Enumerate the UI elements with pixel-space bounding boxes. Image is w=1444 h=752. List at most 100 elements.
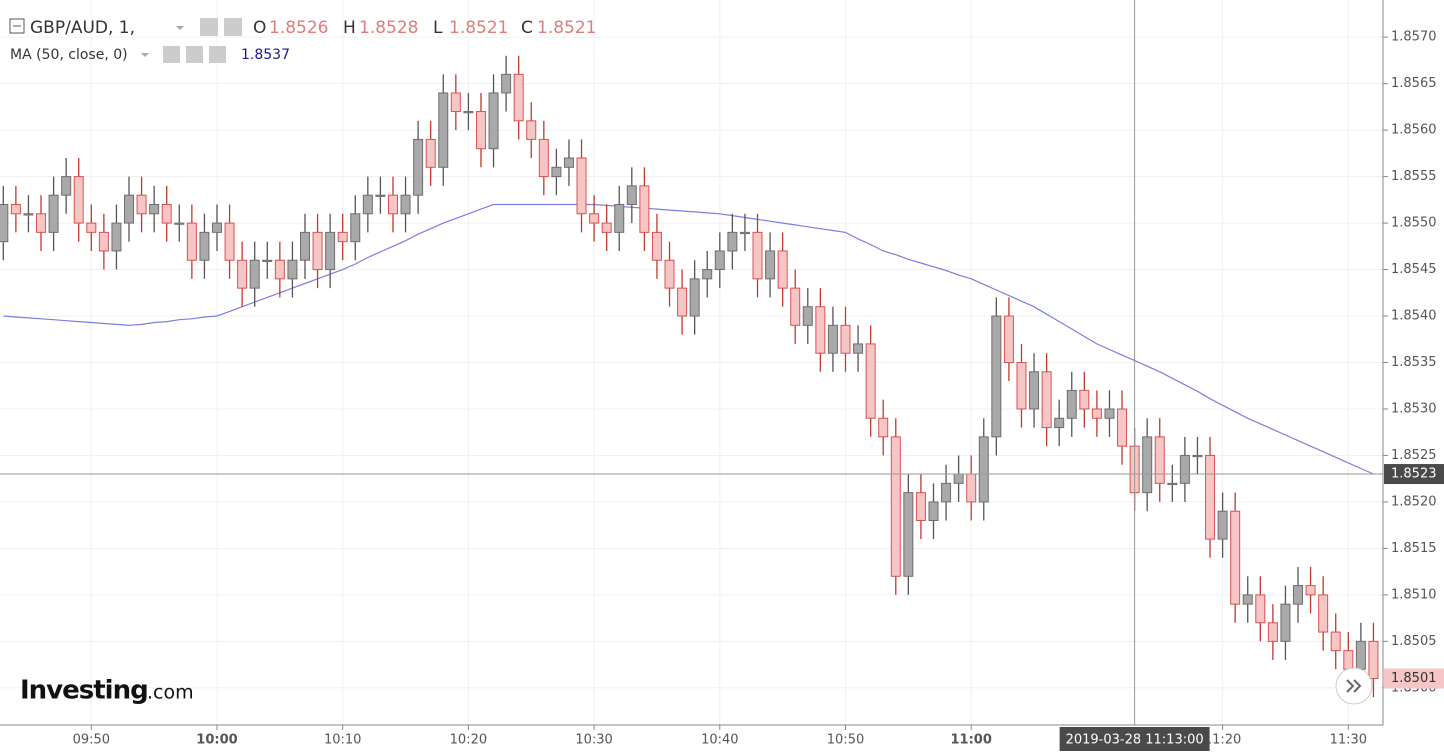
candle-body (1104, 408, 1115, 419)
candle-body (651, 231, 662, 261)
candle-body (790, 287, 801, 326)
candle-body (802, 306, 813, 326)
candle-body (689, 278, 700, 317)
candle-body (677, 287, 688, 317)
candle-body (1041, 371, 1052, 429)
dropdown[interactable] (141, 53, 149, 57)
ohlc-label: C (521, 18, 533, 38)
candle-body (878, 417, 889, 438)
y-tick-label: 1.8545 (1391, 262, 1437, 277)
candle-body (1117, 408, 1128, 447)
x-tick-label: 10:40 (701, 733, 738, 748)
candle-body (124, 194, 135, 224)
candle-body (1368, 640, 1379, 680)
candle-body (1142, 436, 1153, 494)
x-tick-label: 11:20 (1204, 733, 1241, 748)
candle-body (601, 222, 612, 233)
candle-body (1066, 389, 1077, 419)
axes: 1.85001.85051.85101.85151.85201.85251.85… (73, 30, 1444, 751)
candle-body (438, 92, 449, 168)
candle-body (1003, 315, 1014, 363)
candle-body (513, 73, 524, 122)
last-price: 1.8501 (1391, 671, 1437, 686)
candle-body (727, 231, 738, 252)
candle-body (589, 213, 600, 224)
candle-body (0, 203, 9, 243)
y-tick-label: 1.8505 (1391, 634, 1437, 649)
crosshair-time: 2019-03-28 11:13:00 (1066, 733, 1204, 748)
candle-body (98, 231, 109, 252)
ohlc-value: 1.8521 (537, 18, 596, 38)
candle-body (1293, 585, 1304, 605)
icon-eye[interactable] (200, 18, 218, 36)
candle-body (815, 306, 826, 354)
candle-body (450, 92, 461, 113)
candle-body (526, 120, 537, 140)
candle-body (1318, 594, 1329, 633)
candle-body (312, 231, 323, 271)
candle-body (1054, 417, 1065, 429)
scroll-icon (1346, 679, 1362, 693)
candle-body (890, 436, 901, 577)
candle-body (199, 231, 210, 261)
icon-eye[interactable] (163, 46, 180, 63)
candle-body (538, 138, 549, 178)
y-tick-label: 1.8565 (1391, 76, 1437, 91)
candle-body (1179, 454, 1190, 484)
legend: GBP/AUD, 1, MA (50, close, 0) 1.8537 O 1.… (9, 18, 596, 63)
candle-body (576, 157, 587, 215)
logo: Investing .com (20, 676, 194, 706)
candle-body (626, 185, 637, 205)
scroll-button[interactable] (1335, 667, 1373, 705)
candle-body (488, 92, 499, 150)
candle-body (501, 73, 512, 94)
dropdown[interactable] (176, 26, 184, 30)
candle-body (325, 231, 336, 271)
candle-body (186, 222, 197, 261)
ohlc-label: O (253, 18, 266, 38)
candle-body (1230, 510, 1241, 605)
candle-body (174, 222, 185, 225)
collapse-icon[interactable] (9, 18, 25, 34)
x-tick-label: 09:50 (73, 733, 110, 748)
candle-body (10, 203, 21, 215)
candle-body (400, 194, 411, 215)
candle-body (1255, 594, 1266, 624)
icon-settings[interactable] (224, 18, 242, 36)
candle-body (853, 343, 864, 354)
candle-body (928, 501, 939, 522)
ma-name: MA (50, close, 0) (10, 47, 128, 63)
candle-body (73, 176, 84, 224)
x-tick-label: 10:10 (324, 733, 361, 748)
candle-body (991, 315, 1002, 438)
candle-body (287, 259, 298, 280)
candle-body (387, 194, 398, 215)
y-tick-label: 1.8515 (1391, 541, 1437, 556)
plot (0, 0, 1383, 725)
candle-body (463, 111, 474, 114)
candle-body (413, 138, 424, 196)
candle-body (1205, 454, 1216, 540)
icon-settings[interactable] (186, 46, 203, 63)
candle-body (1355, 640, 1366, 670)
candle-body (1167, 482, 1178, 486)
candle-body (903, 492, 914, 577)
candle-body (337, 231, 348, 243)
ohlc-value: 1.8521 (449, 18, 508, 38)
crosshair-price: 1.8523 (1391, 467, 1437, 482)
ohlc-label: L (433, 18, 443, 38)
candle-body (262, 259, 273, 262)
y-tick-label: 1.8560 (1391, 123, 1437, 138)
candle-body (149, 203, 160, 215)
candle-body (1016, 362, 1027, 410)
icon-close[interactable] (209, 46, 226, 63)
candle-body (714, 250, 725, 271)
x-tick-label: 11:00 (951, 733, 992, 748)
candle-body (1029, 371, 1040, 410)
candle-body (551, 166, 562, 178)
candle-body (941, 482, 952, 503)
candle-body (48, 194, 59, 233)
candle-body (299, 231, 310, 261)
